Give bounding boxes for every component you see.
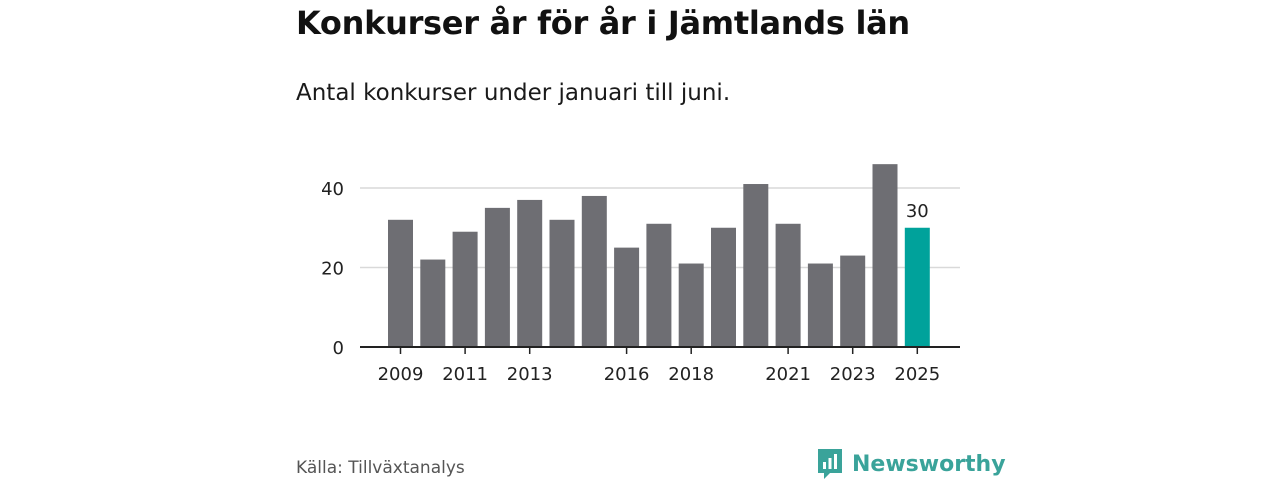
x-tick-label: 2013 — [507, 364, 553, 385]
brand-name: Newsworthy — [852, 451, 1006, 477]
bar-2012 — [484, 207, 510, 347]
bar-2009 — [388, 219, 413, 347]
bar-2019 — [711, 227, 736, 347]
bar-2014 — [549, 219, 575, 347]
bar-2025 — [904, 227, 930, 347]
x-tick-label: 2009 — [378, 364, 424, 385]
bar-2010 — [420, 259, 446, 347]
chart-title: Konkurser år för år i Jämtlands län — [296, 4, 910, 42]
x-tick-label: 2021 — [765, 364, 811, 385]
data-label: 30 — [906, 201, 929, 222]
bar-2011 — [452, 231, 478, 347]
x-tick-label: 2016 — [604, 364, 650, 385]
chart-subtitle: Antal konkurser under januari till juni. — [296, 80, 731, 106]
bar-2017 — [646, 223, 672, 347]
source-note: Källa: Tillväxtanalys — [296, 458, 465, 478]
bar-2018 — [678, 263, 704, 347]
x-tick-label: 2011 — [442, 364, 488, 385]
bar-2024 — [872, 164, 898, 347]
y-tick-label: 0 — [333, 338, 344, 359]
x-tick-label: 2025 — [894, 364, 940, 385]
bar-2022 — [807, 263, 833, 347]
bar-2016 — [614, 247, 640, 347]
bar-2013 — [517, 199, 543, 347]
bar-2015 — [581, 195, 607, 347]
y-tick-label: 40 — [321, 179, 344, 200]
x-tick-label: 2023 — [830, 364, 876, 385]
y-tick-label: 20 — [321, 259, 344, 280]
bar-2023 — [840, 255, 866, 347]
bar-2020 — [743, 184, 769, 347]
x-tick-label: 2018 — [668, 364, 714, 385]
brand-logo[interactable]: Newsworthy — [816, 447, 1006, 480]
bar-chart-logo-icon — [818, 449, 842, 479]
bar-2021 — [775, 223, 801, 347]
